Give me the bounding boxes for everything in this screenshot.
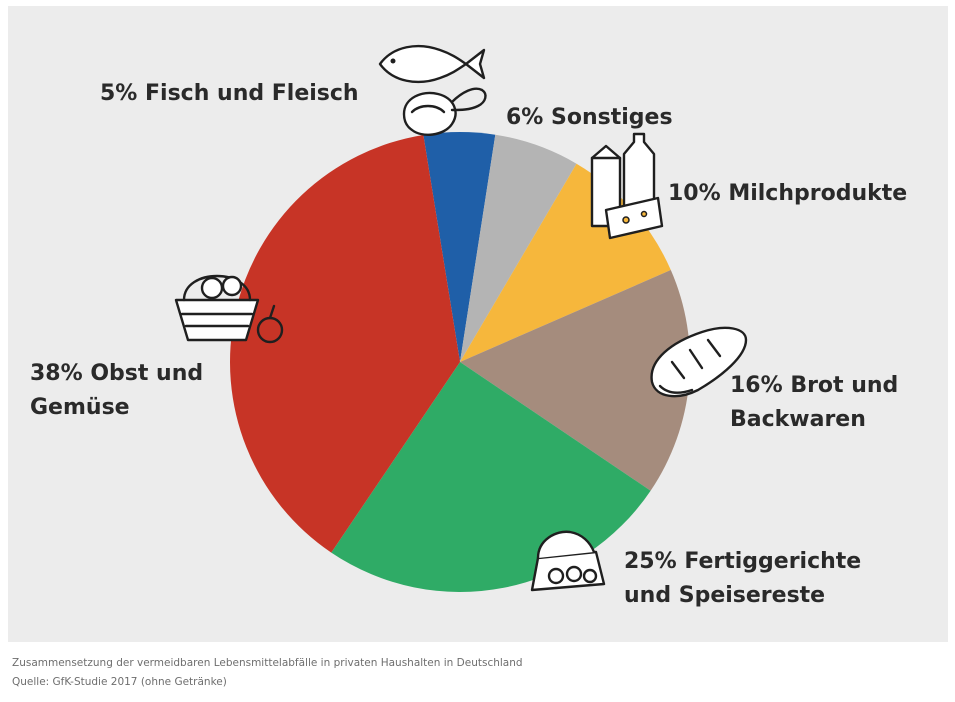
slice-label-line: 5% Fisch und Fleisch	[100, 81, 359, 106]
chart-caption: Zusammensetzung der vermeidbaren Lebensm…	[12, 657, 523, 669]
slice-label-brot-und-backwaren: 16% Brot und Backwaren	[730, 373, 898, 432]
slice-labels: 5% Fisch und Fleisch 6% Sonstiges 10% Milc…	[30, 81, 907, 608]
pie-slice-fisch-und-fleisch	[423, 132, 496, 362]
slice-label-line: Gemüse	[30, 395, 130, 420]
slice-label-fisch-und-fleisch: 5% Fisch und Fleisch	[100, 81, 359, 106]
slice-label-milchprodukte: 10% Milchprodukte	[668, 181, 907, 206]
pie-slices	[230, 132, 690, 593]
fish-and-meat-icon	[378, 44, 487, 136]
slice-label-line: 16% Brot und	[730, 373, 898, 398]
chart-source: Quelle: GfK-Studie 2017 (ohne Getränke)	[12, 676, 227, 688]
slice-label-line: 38% Obst und	[30, 361, 203, 386]
bread-icon	[650, 326, 748, 398]
slice-label-line: Backwaren	[730, 407, 866, 432]
slice-label-obst-und-gemüse: 38% Obst und Gemüse	[30, 361, 203, 420]
pie-chart: 5% Fisch und Fleisch 6% Sonstiges 10% Milc…	[30, 44, 907, 608]
pie-slice-obst-und-gemüse	[230, 134, 460, 553]
slice-label-line: 25% Fertiggerichte	[624, 549, 861, 574]
slice-label-line: 6% Sonstiges	[506, 105, 673, 130]
pie-slice-sonstiges	[460, 134, 577, 362]
slice-label-fertiggerichte-und-speisereste: 25% Fertiggerichte und Speisereste	[624, 549, 861, 608]
slice-label-sonstiges: 6% Sonstiges	[506, 105, 673, 130]
pie-slice-brot-und-backwaren	[460, 270, 690, 491]
fruit-basket-icon	[174, 274, 284, 344]
slice-label-line: 10% Milchprodukte	[668, 181, 907, 206]
milk-carton-cheese-icon	[590, 132, 664, 240]
food-container-icon	[530, 530, 606, 592]
slice-label-line: und Speisereste	[624, 583, 825, 608]
